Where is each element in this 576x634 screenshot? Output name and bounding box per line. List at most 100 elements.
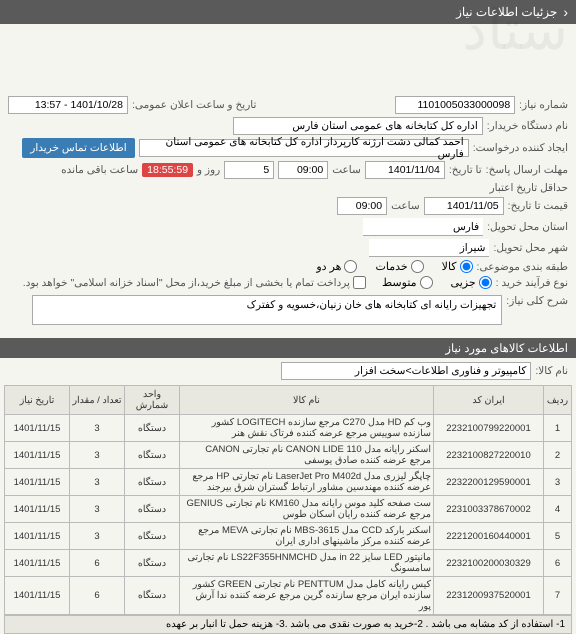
table-row: 22232100827220010اسکنر رایانه مدل CANON … xyxy=(5,442,572,469)
city-value: شیراز xyxy=(369,239,489,257)
announce-label: تاریخ و ساعت اعلان عمومی: xyxy=(132,99,256,111)
page-title: جزئیات اطلاعات نیاز xyxy=(456,5,557,19)
table-row: 62232100200030329مانیتور LED سایز 22 in … xyxy=(5,550,572,577)
deadline-label: مهلت ارسال پاسخ: xyxy=(486,164,568,176)
contact-info-button[interactable]: اطلاعات تماس خریدار xyxy=(22,138,134,158)
form-area: ستاد شماره نیاز: 1101005033000098 تاریخ … xyxy=(0,24,576,334)
table-cell: 2 xyxy=(544,442,572,469)
days-label: روز و xyxy=(197,164,220,176)
table-cell: ست صفحه کلید موس رایانه مدل KM160 نام تج… xyxy=(180,496,434,523)
table-cell: 7 xyxy=(544,577,572,615)
creator-label: ایجاد کننده درخواست: xyxy=(473,142,568,154)
province-value: فارس xyxy=(363,218,483,236)
radio-both-label: هر دو xyxy=(316,260,341,273)
table-cell: 4 xyxy=(544,496,572,523)
table-cell: کیس رایانه کامل مدل PENTTUM نام تجارتی G… xyxy=(180,577,434,615)
back-arrow-icon[interactable]: ‹ xyxy=(563,4,568,20)
radio-kala-label: کالا xyxy=(442,260,457,273)
radio-low-label: جزیی xyxy=(451,276,476,289)
goods-value: کامپیوتر و فناوری اطلاعات>سخت افزار xyxy=(281,362,531,380)
table-cell: 2232100827220010 xyxy=(434,442,544,469)
radio-mid-input[interactable] xyxy=(420,276,433,289)
table-cell: دستگاه xyxy=(125,415,180,442)
table-cell: دستگاه xyxy=(125,469,180,496)
table-header: ردیف xyxy=(544,386,572,415)
table-header: نام کالا xyxy=(180,386,434,415)
radio-khadamat-label: خدمات xyxy=(375,260,407,273)
province-label: استان محل تحویل: xyxy=(487,221,568,233)
table-cell: 2232100200030329 xyxy=(434,550,544,577)
radio-kala[interactable]: کالا xyxy=(442,260,473,273)
table-row: 72231200937520001کیس رایانه کامل مدل PEN… xyxy=(5,577,572,615)
table-cell: 6 xyxy=(544,550,572,577)
desc-value: تجهیزات رایانه ای کتابخانه های خان زنیان… xyxy=(32,295,502,325)
table-cell: 3 xyxy=(70,523,125,550)
table-cell: 2231200937520001 xyxy=(434,577,544,615)
table-cell: وب کم HD مدل C270 مرجع سازنده LOGITECH ک… xyxy=(180,415,434,442)
remain-label: ساعت باقی مانده xyxy=(61,164,138,176)
creator-value: احمد کمالی دشت ارژنه کارپرداز اداره کل ک… xyxy=(139,139,469,157)
table-cell: 1 xyxy=(544,415,572,442)
deadline-suffix: تا تاریخ: xyxy=(449,164,482,176)
table-cell: 1401/11/15 xyxy=(5,415,70,442)
table-cell: 3 xyxy=(70,442,125,469)
buyer-value: اداره کل کتابخانه های عمومی استان فارس xyxy=(233,117,483,135)
table-cell: 2232100799220001 xyxy=(434,415,544,442)
table-cell: دستگاه xyxy=(125,550,180,577)
goods-table-wrap: ردیفایران کدنام کالاواحد شمارشتعداد / مق… xyxy=(0,385,576,615)
radio-mid-label: متوسط xyxy=(382,276,417,289)
table-cell: 1401/11/15 xyxy=(5,469,70,496)
radio-khadamat[interactable]: خدمات xyxy=(375,260,423,273)
validity-time: 09:00 xyxy=(337,197,387,215)
table-cell: 2231003378670002 xyxy=(434,496,544,523)
goods-label: نام کالا: xyxy=(535,365,568,377)
buy-process-label: نوع فرآیند خرید : xyxy=(496,277,568,289)
table-row: 52221200160440001اسکنر بارکد CCD مدل MBS… xyxy=(5,523,572,550)
days-value: 5 xyxy=(224,161,274,179)
radio-khadamat-input[interactable] xyxy=(411,260,424,273)
table-cell: 1401/11/15 xyxy=(5,442,70,469)
table-cell: 3 xyxy=(70,469,125,496)
validity-suffix: قیمت تا تاریخ: xyxy=(508,200,568,212)
table-cell: 1401/11/15 xyxy=(5,496,70,523)
need-no-label: شماره نیاز: xyxy=(519,99,568,111)
table-cell: دستگاه xyxy=(125,577,180,615)
table-row: 42231003378670002ست صفحه کلید موس رایانه… xyxy=(5,496,572,523)
city-label: شهر محل تحویل: xyxy=(493,242,568,254)
table-header: تاریخ نیاز xyxy=(5,386,70,415)
table-cell: 3 xyxy=(70,496,125,523)
table-cell: 6 xyxy=(70,577,125,615)
treasury-checkbox[interactable]: پرداخت تمام یا بخشی از مبلغ خرید،از محل … xyxy=(23,276,366,289)
treasury-note: پرداخت تمام یا بخشی از مبلغ خرید،از محل … xyxy=(23,277,350,289)
time-label-1: ساعت xyxy=(332,164,361,176)
time-label-2: ساعت xyxy=(391,200,420,212)
treasury-checkbox-input[interactable] xyxy=(353,276,366,289)
table-cell: 2232200129590001 xyxy=(434,469,544,496)
radio-low[interactable]: جزیی xyxy=(451,276,492,289)
page-header: ‹ جزئیات اطلاعات نیاز xyxy=(0,0,576,24)
radio-low-input[interactable] xyxy=(479,276,492,289)
table-row: 12232100799220001وب کم HD مدل C270 مرجع … xyxy=(5,415,572,442)
radio-mid[interactable]: متوسط xyxy=(382,276,433,289)
table-cell: چاپگر لیزری مدل LaserJet Pro M402d نام ت… xyxy=(180,469,434,496)
table-cell: 3 xyxy=(544,469,572,496)
validity-date: 1401/11/05 xyxy=(424,197,504,215)
need-no-value: 1101005033000098 xyxy=(395,96,515,114)
radio-both[interactable]: هر دو xyxy=(316,260,357,273)
table-header: واحد شمارش xyxy=(125,386,180,415)
deadline-date: 1401/11/04 xyxy=(365,161,445,179)
section-goods-title: اطلاعات کالاهای مورد نیاز xyxy=(0,338,576,358)
table-header: تعداد / مقدار xyxy=(70,386,125,415)
table-cell: 1401/11/15 xyxy=(5,550,70,577)
table-cell: اسکنر رایانه مدل CANON LIDE 110 نام تجار… xyxy=(180,442,434,469)
table-cell: دستگاه xyxy=(125,523,180,550)
desc-label: شرح کلی نیاز: xyxy=(506,295,568,307)
deadline-time: 09:00 xyxy=(278,161,328,179)
table-cell: 6 xyxy=(70,550,125,577)
goods-table: ردیفایران کدنام کالاواحد شمارشتعداد / مق… xyxy=(4,385,572,615)
radio-kala-input[interactable] xyxy=(460,260,473,273)
footer-note: 1- استفاده از کد مشابه می باشد . 2-خرید … xyxy=(4,615,572,634)
table-cell: اسکنر بارکد CCD مدل MBS-3615 نام تجارتی … xyxy=(180,523,434,550)
table-cell: 5 xyxy=(544,523,572,550)
radio-both-input[interactable] xyxy=(344,260,357,273)
